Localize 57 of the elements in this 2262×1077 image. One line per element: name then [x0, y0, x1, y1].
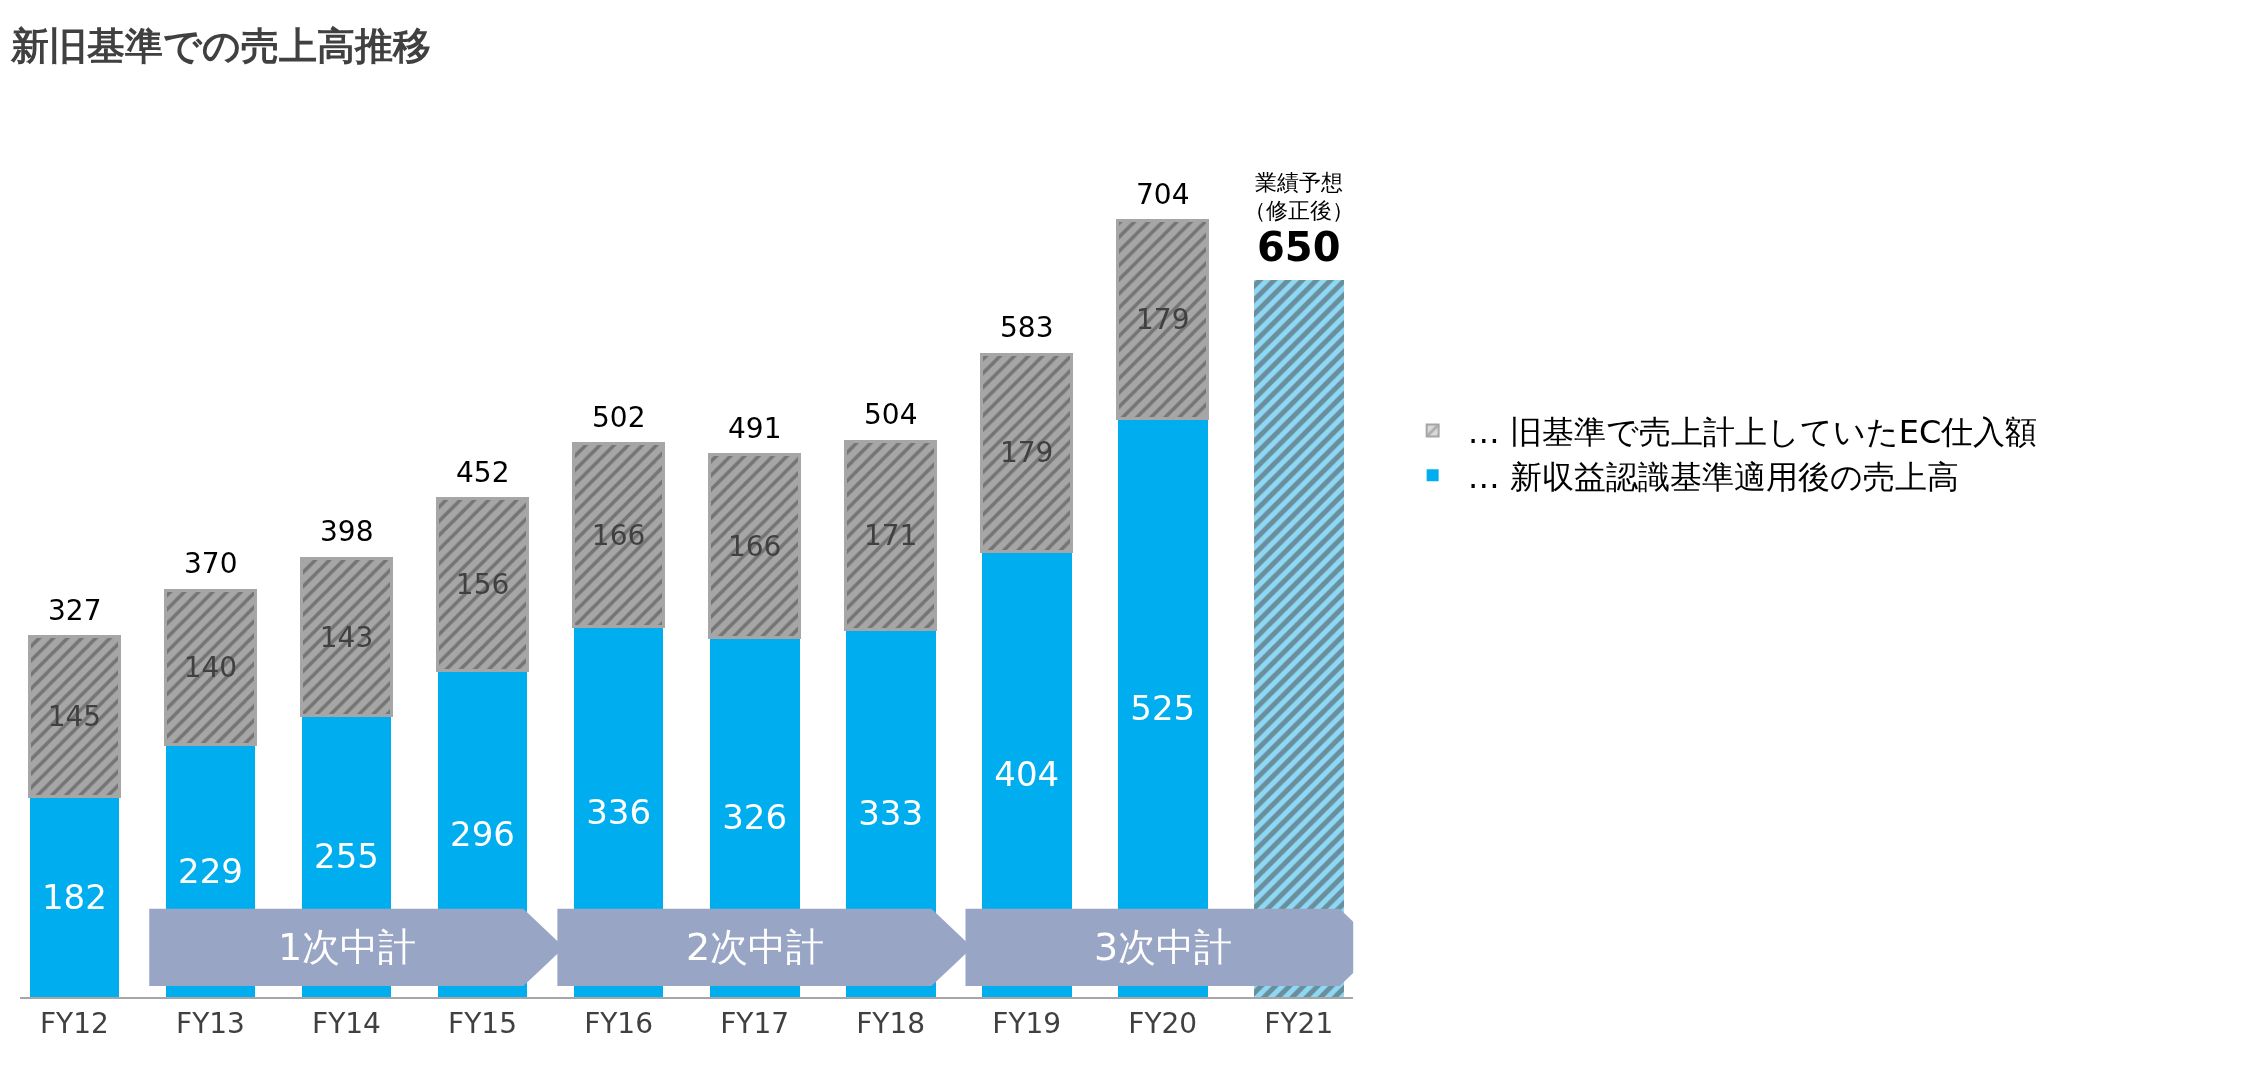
data-label: 145: [47, 699, 102, 733]
x-tick-label: FY17: [720, 1006, 790, 1040]
total-label: 504: [864, 398, 918, 431]
data-label: 156: [455, 568, 510, 602]
data-label: 336: [586, 791, 652, 832]
data-label: 143: [319, 620, 374, 654]
data-label: 171: [863, 519, 918, 553]
data-label: 333: [858, 793, 924, 834]
data-label: 255: [314, 836, 379, 877]
x-tick-label: FY13: [176, 1006, 245, 1040]
total-label: 452: [456, 456, 510, 489]
x-tick-label: FY18: [856, 1006, 926, 1040]
annotation: （修正後）: [1244, 198, 1354, 223]
data-label: 179: [1136, 303, 1190, 337]
data-label: 525: [1130, 687, 1196, 728]
total-label: 398: [320, 515, 374, 548]
data-label: 229: [178, 850, 243, 891]
x-tick-label: FY16: [584, 1006, 653, 1040]
bar: [436, 497, 529, 673]
data-label: 179: [999, 436, 1054, 470]
data-label: 182: [41, 876, 107, 917]
bar: [28, 635, 121, 798]
total-label: 583: [1000, 311, 1054, 344]
x-tick-label: FY20: [1128, 1006, 1198, 1040]
total-label: 327: [48, 594, 102, 627]
x-tick-label: FY15: [448, 1006, 517, 1040]
annotation: 1次中計: [278, 925, 417, 969]
text: 業績予想: [1255, 170, 1343, 195]
total-label: 491: [728, 412, 782, 445]
total-label: 704: [1136, 178, 1190, 211]
total-label: 502: [592, 401, 646, 434]
bar: [980, 352, 1074, 554]
chart-title: 新旧基準での売上高推移: [10, 23, 432, 68]
bar: [708, 453, 802, 640]
x-tick-label: FY19: [992, 1006, 1062, 1040]
bar: [1116, 219, 1210, 420]
bar: [29, 796, 120, 997]
bar: [300, 556, 393, 718]
x-tick-label: FY12: [40, 1006, 109, 1040]
x-tick-label: FY21: [1264, 1006, 1334, 1040]
bar: [572, 442, 665, 629]
annotation: 2次中計: [686, 925, 825, 969]
data-label: 404: [994, 754, 1060, 795]
text: … 旧基準で売上計上していたEC仕入額: [1467, 413, 2038, 452]
bar: [1253, 280, 1344, 997]
data-label: 296: [450, 813, 515, 854]
data-label: 140: [183, 650, 238, 684]
annotation: 3次中計: [1094, 925, 1233, 969]
data-label: 166: [727, 529, 782, 563]
bar: [844, 439, 938, 632]
data-label: 166: [591, 518, 646, 552]
total-label: 370: [184, 547, 238, 580]
bar: [164, 588, 257, 747]
legend-label: … 新収益認識基準適用後の売上高: [1467, 457, 1959, 496]
total-label: 650: [1257, 224, 1341, 270]
data-label: 326: [722, 797, 788, 838]
x-tick-label: FY14: [312, 1006, 381, 1040]
